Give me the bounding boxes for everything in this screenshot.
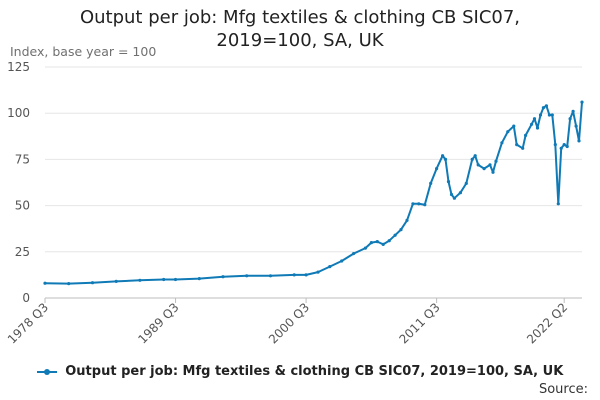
data-point-4 — [138, 278, 142, 282]
data-point-15 — [340, 259, 344, 263]
data-point-45 — [506, 130, 510, 134]
data-point-21 — [387, 239, 391, 243]
y-tick-label-3: 75 — [15, 152, 30, 166]
data-point-62 — [565, 144, 569, 149]
y-tick-label-0: 0 — [22, 291, 30, 305]
data-point-36 — [464, 181, 468, 185]
data-point-5 — [162, 277, 166, 282]
data-point-13 — [316, 270, 320, 274]
data-point-39 — [476, 163, 480, 167]
data-point-20 — [381, 242, 385, 246]
x-tick-labels: 1978 Q3 1989 Q3 2000 Q3 2011 Q3 2022 Q2 — [5, 298, 570, 346]
source-label: Source: — [538, 382, 588, 397]
data-point-27 — [423, 203, 427, 207]
data-point-31 — [443, 157, 448, 161]
data-point-32 — [446, 180, 451, 184]
x-tick-label-1: 1989 Q3 — [135, 300, 181, 346]
data-point-58 — [553, 143, 557, 147]
series-line-0 — [44, 102, 583, 285]
legend-label: Output per job: Mfg textiles & clothing … — [65, 364, 564, 379]
data-point-17 — [363, 246, 367, 250]
gridlines — [45, 66, 582, 299]
data-point-41 — [488, 163, 492, 167]
data-point-6 — [173, 277, 178, 282]
data-point-29 — [435, 167, 439, 171]
data-point-52 — [535, 126, 540, 130]
data-point-38 — [473, 154, 477, 158]
data-point-46 — [512, 124, 516, 128]
data-point-19 — [375, 240, 379, 244]
data-point-9 — [245, 274, 249, 278]
data-point-49 — [524, 133, 528, 137]
data-point-3 — [114, 279, 118, 283]
y-tick-label-4: 100 — [7, 106, 30, 120]
data-point-53 — [538, 113, 543, 117]
data-point-54 — [541, 106, 546, 110]
data-point-24 — [405, 218, 409, 222]
data-point-34 — [452, 196, 456, 200]
data-point-43 — [494, 159, 498, 163]
data-point-1 — [67, 282, 71, 286]
data-point-60 — [559, 146, 563, 150]
data-point-42 — [491, 170, 495, 174]
chart-title: Output per job: Mfg textiles & clothing … — [0, 6, 600, 52]
data-point-16 — [352, 252, 356, 256]
legend: Output per job: Mfg textiles & clothing … — [0, 364, 600, 379]
data-point-65 — [574, 124, 578, 128]
x-tick-label-0: 1978 Q3 — [5, 300, 51, 346]
series-group — [43, 100, 584, 286]
x-tick-label-4: 2022 Q2 — [524, 300, 570, 346]
chart-title-line-1: Output per job: Mfg textiles & clothing … — [79, 7, 521, 28]
data-point-51 — [532, 117, 537, 121]
data-point-64 — [571, 109, 575, 113]
data-point-59 — [556, 202, 560, 206]
data-point-0 — [43, 281, 47, 285]
data-point-40 — [482, 167, 486, 171]
data-point-63 — [568, 117, 572, 121]
data-point-30 — [441, 154, 445, 158]
data-point-22 — [393, 233, 397, 237]
data-point-23 — [399, 228, 403, 232]
data-point-55 — [544, 104, 549, 108]
data-point-2 — [90, 281, 95, 285]
y-tick-label-5: 125 — [7, 60, 30, 74]
data-point-33 — [449, 192, 454, 197]
y-tick-labels: 0 25 50 75 100 125 — [7, 60, 30, 305]
data-point-11 — [292, 273, 296, 277]
data-point-28 — [429, 181, 433, 185]
data-point-35 — [458, 191, 462, 195]
data-point-26 — [417, 202, 421, 206]
x-tick-label-2: 2000 Q3 — [266, 300, 312, 346]
data-point-50 — [530, 122, 534, 126]
x-tick-label-3: 2011 Q3 — [396, 300, 442, 346]
legend-swatch-icon — [36, 366, 57, 378]
y-tick-label-2: 50 — [15, 199, 30, 213]
data-point-57 — [550, 113, 554, 117]
y-tick-label-1: 25 — [15, 245, 30, 259]
data-point-12 — [304, 273, 308, 277]
y-axis-label: Index, base year = 100 — [10, 44, 157, 59]
data-point-8 — [221, 275, 225, 279]
data-point-14 — [328, 265, 332, 269]
data-point-37 — [470, 157, 474, 161]
data-point-10 — [268, 274, 273, 278]
data-point-18 — [369, 241, 373, 245]
data-point-48 — [521, 146, 525, 150]
data-point-67 — [580, 100, 584, 104]
data-point-7 — [197, 277, 201, 281]
data-point-25 — [411, 202, 415, 206]
data-point-66 — [577, 139, 581, 143]
chart-title-line-2: 2019=100, SA, UK — [216, 30, 384, 51]
data-point-56 — [547, 113, 552, 117]
data-point-44 — [500, 141, 504, 145]
data-point-61 — [562, 143, 566, 147]
data-point-47 — [515, 143, 519, 147]
